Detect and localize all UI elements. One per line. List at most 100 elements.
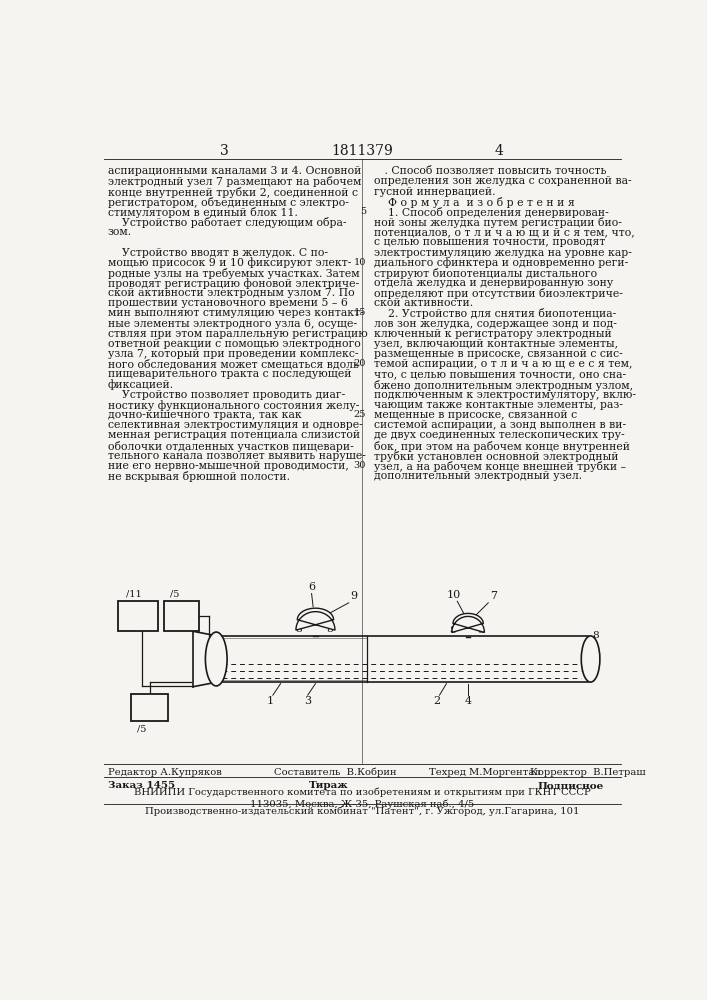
Text: диального сфинктера и одновременно реги-: диального сфинктера и одновременно реги- xyxy=(373,258,628,268)
Text: ВНИИПИ Государственного комитета по изобретениям и открытиям при ГКНТ СССР: ВНИИПИ Государственного комитета по изоб… xyxy=(134,788,590,797)
Text: ской активности.: ской активности. xyxy=(373,298,473,308)
Text: с целью повышения точности, проводят: с целью повышения точности, проводят xyxy=(373,237,605,247)
Text: ключенный к регистратору электродный: ключенный к регистратору электродный xyxy=(373,329,612,339)
Text: Устройство вводят в желудок. С по-: Устройство вводят в желудок. С по- xyxy=(107,248,328,258)
Text: определения зон желудка с сохраненной ва-: определения зон желудка с сохраненной ва… xyxy=(373,176,631,186)
Text: 15: 15 xyxy=(354,308,366,317)
Text: отдела желудка и денервированную зону: отдела желудка и денервированную зону xyxy=(373,278,613,288)
Bar xyxy=(118,601,158,631)
Text: А: А xyxy=(144,701,155,714)
Text: лов зон желудка, содержащее зонд и под-: лов зон желудка, содержащее зонд и под- xyxy=(373,319,617,329)
Text: Редактор А.Купряков: Редактор А.Купряков xyxy=(107,768,221,777)
Text: определяют при отсутствии биоэлектриче-: определяют при отсутствии биоэлектриче- xyxy=(373,288,622,299)
Ellipse shape xyxy=(581,636,600,682)
Text: мещенные в присоске, связанной с: мещенные в присоске, связанной с xyxy=(373,410,577,420)
Text: 8: 8 xyxy=(295,625,302,634)
Text: Техред М.Моргентал: Техред М.Моргентал xyxy=(429,768,541,777)
Text: 8: 8 xyxy=(450,626,456,635)
Polygon shape xyxy=(452,613,484,632)
Text: Составитель  В.Кобрин: Составитель В.Кобрин xyxy=(274,768,397,777)
Text: системой аспирации, а зонд выполнен в ви-: системой аспирации, а зонд выполнен в ви… xyxy=(373,420,626,430)
Text: 4: 4 xyxy=(464,696,472,706)
Text: зом.: зом. xyxy=(107,227,132,237)
Text: аспирационными каналами 3 и 4. Основной: аспирационными каналами 3 и 4. Основной xyxy=(107,166,361,176)
Text: ного обследования может смещаться вдоль: ного обследования может смещаться вдоль xyxy=(107,359,358,370)
Text: 113035, Москва, Ж-35, Раушская наб., 4/5: 113035, Москва, Ж-35, Раушская наб., 4/5 xyxy=(250,799,474,809)
Text: конце внутренней трубки 2, соединенной с: конце внутренней трубки 2, соединенной с xyxy=(107,187,358,198)
Text: узел, а на рабочем конце внешней трубки –: узел, а на рабочем конце внешней трубки … xyxy=(373,461,626,472)
Text: Устройство позволяет проводить диаг-: Устройство позволяет проводить диаг- xyxy=(107,390,345,400)
Text: узла 7, который при проведении комплекс-: узла 7, который при проведении комплекс- xyxy=(107,349,358,359)
Text: электродный узел 7 размещают на рабочем: электродный узел 7 размещают на рабочем xyxy=(107,176,361,187)
Text: . Способ позволяет повысить точность: . Способ позволяет повысить точность xyxy=(373,166,606,176)
Text: 8: 8 xyxy=(326,625,333,634)
Text: родные узлы на требуемых участках. Затем: родные узлы на требуемых участках. Затем xyxy=(107,268,359,279)
Bar xyxy=(131,694,168,721)
Text: регистратором, объединенным с электро-: регистратором, объединенным с электро- xyxy=(107,197,349,208)
Text: стрируют биопотенциалы дистального: стрируют биопотенциалы дистального xyxy=(373,268,597,279)
Text: 8: 8 xyxy=(592,631,600,640)
Text: ствляя при этом параллельную регистрацию: ствляя при этом параллельную регистрацию xyxy=(107,329,368,339)
Text: ные элементы электродного узла 6, осуще-: ные элементы электродного узла 6, осуще- xyxy=(107,319,357,329)
Text: Заказ 1455: Заказ 1455 xyxy=(107,781,175,790)
Text: мощью присосок 9 и 10 фиксируют элект-: мощью присосок 9 и 10 фиксируют элект- xyxy=(107,258,351,268)
Text: 20: 20 xyxy=(354,359,366,368)
Text: 6: 6 xyxy=(308,582,315,592)
Text: размещенные в присоске, связанной с сис-: размещенные в присоске, связанной с сис- xyxy=(373,349,622,359)
Text: потенциалов, о т л и ч а ю щ и й с я тем, что,: потенциалов, о т л и ч а ю щ и й с я тем… xyxy=(373,227,634,237)
Polygon shape xyxy=(296,608,335,630)
Text: узел, включающий контактные элементы,: узел, включающий контактные элементы, xyxy=(373,339,618,349)
Text: Тираж: Тираж xyxy=(309,781,349,790)
Text: 10: 10 xyxy=(354,258,366,267)
Text: 1811379: 1811379 xyxy=(331,144,393,158)
Text: 30: 30 xyxy=(354,461,366,470)
Text: Подписное: Подписное xyxy=(538,781,604,790)
Text: де двух соединенных телескопических тру-: де двух соединенных телескопических тру- xyxy=(373,430,624,440)
Text: /5: /5 xyxy=(137,724,147,733)
Text: 5: 5 xyxy=(360,207,366,216)
Text: 1. Способ определения денервирован-: 1. Способ определения денервирован- xyxy=(373,207,608,218)
Text: чающим также контактные элементы, раз-: чающим также контактные элементы, раз- xyxy=(373,400,622,410)
Text: 8: 8 xyxy=(477,626,484,635)
Text: дочно-кишечного тракта, так как: дочно-кишечного тракта, так как xyxy=(107,410,301,420)
Text: бжено дополнительным электродным узлом,: бжено дополнительным электродным узлом, xyxy=(373,380,633,391)
Text: 7: 7 xyxy=(490,591,497,601)
Text: Производственно-издательский комбинат "Патент", г. Ужгород, ул.Гагарина, 101: Производственно-издательский комбинат "П… xyxy=(145,807,579,816)
Text: селективная электростимуляция и одновре-: селективная электростимуляция и одновре- xyxy=(107,420,363,430)
Text: бок, при этом на рабочем конце внутренней: бок, при этом на рабочем конце внутренне… xyxy=(373,441,629,452)
Text: электростимуляцию желудка на уровне кар-: электростимуляцию желудка на уровне кар- xyxy=(373,248,631,258)
Text: дополнительный электродный узел.: дополнительный электродный узел. xyxy=(373,471,582,481)
Text: прошествии установочного времени 5 – 6: прошествии установочного времени 5 – 6 xyxy=(107,298,348,308)
Text: 3: 3 xyxy=(304,696,311,706)
Text: 1: 1 xyxy=(267,696,274,706)
Text: тельного канала позволяет выявить наруше-: тельного канала позволяет выявить наруше… xyxy=(107,451,366,461)
Text: Устройство работает следующим обра-: Устройство работает следующим обра- xyxy=(107,217,346,228)
Text: 4: 4 xyxy=(495,144,503,158)
Text: А: А xyxy=(176,609,187,622)
Text: ние его нервно-мышечной проводимости,: ние его нервно-мышечной проводимости, xyxy=(107,461,349,471)
Text: подключенным к электростимулятору, вклю-: подключенным к электростимулятору, вклю- xyxy=(373,390,636,400)
Text: ской активности электродным узлом 7. По: ской активности электродным узлом 7. По xyxy=(107,288,354,298)
Text: ной зоны желудка путем регистрации био-: ной зоны желудка путем регистрации био- xyxy=(373,217,621,228)
Text: 10: 10 xyxy=(447,590,461,600)
Text: Корректор  В.Петраш: Корректор В.Петраш xyxy=(530,768,646,777)
Text: 25: 25 xyxy=(354,410,366,419)
Text: темой аспирации, о т л и ч а ю щ е е с я тем,: темой аспирации, о т л и ч а ю щ е е с я… xyxy=(373,359,632,369)
Text: оболочки отдаленных участков пищевари-: оболочки отдаленных участков пищевари- xyxy=(107,441,354,452)
Ellipse shape xyxy=(206,632,227,686)
Text: проводят регистрацию фоновой электриче-: проводят регистрацию фоновой электриче- xyxy=(107,278,359,289)
Text: ответной реакции с помощью электродного: ответной реакции с помощью электродного xyxy=(107,339,361,349)
Text: не вскрывая брюшной полости.: не вскрывая брюшной полости. xyxy=(107,471,290,482)
Text: Ф о р м у л а  и з о б р е т е н и я: Ф о р м у л а и з о б р е т е н и я xyxy=(373,197,574,208)
Text: менная регистрация потенциала слизистой: менная регистрация потенциала слизистой xyxy=(107,430,360,440)
Text: 9: 9 xyxy=(351,591,358,601)
Bar xyxy=(164,601,199,631)
Text: мин выполняют стимуляцию через контакт-: мин выполняют стимуляцию через контакт- xyxy=(107,308,363,318)
Text: 2: 2 xyxy=(433,696,440,706)
Text: фиксацией.: фиксацией. xyxy=(107,380,174,390)
Text: 3: 3 xyxy=(220,144,228,158)
Text: ЗП: ЗП xyxy=(127,609,149,622)
Text: /11: /11 xyxy=(126,590,142,599)
Text: трубки установлен основной электродный: трубки установлен основной электродный xyxy=(373,451,618,462)
Text: 2. Устройство для снятия биопотенциа-: 2. Устройство для снятия биопотенциа- xyxy=(373,308,616,319)
